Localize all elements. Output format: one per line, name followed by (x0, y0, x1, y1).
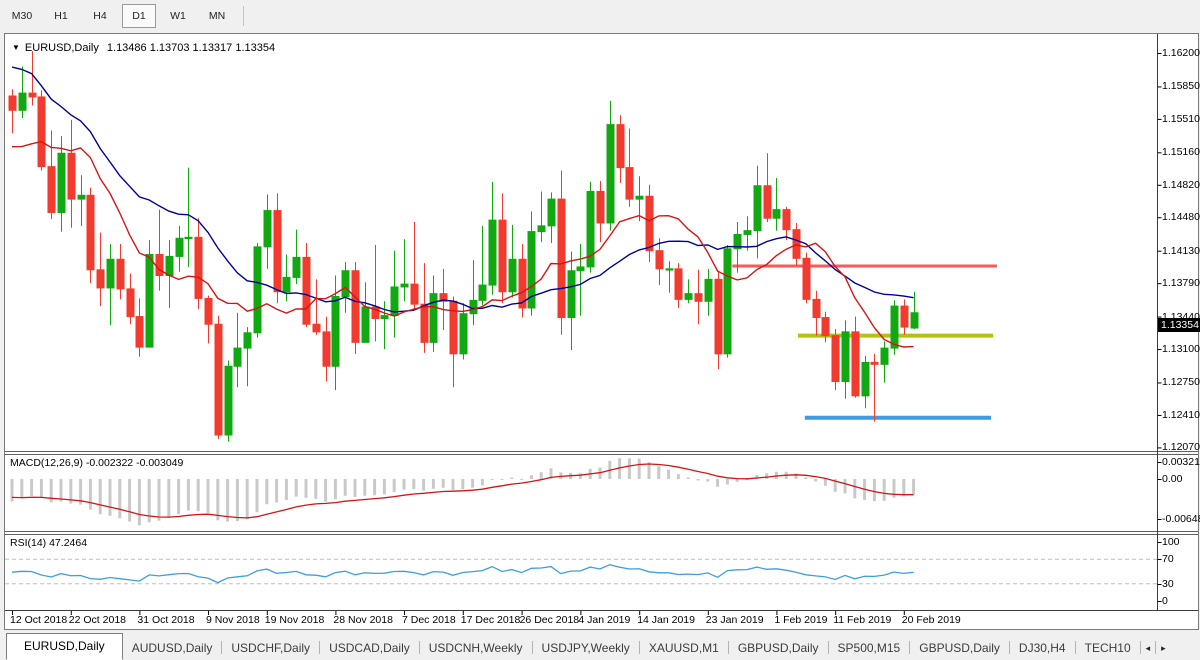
date-axis-label: 20 Feb 2019 (901, 614, 961, 626)
date-axis-label: 28 Nov 2018 (333, 614, 393, 626)
date-axis-label: 12 Oct 2018 (10, 614, 68, 626)
tab-separator (319, 641, 321, 654)
rsi-axis-label: 100 (1162, 536, 1180, 548)
chart-tab-bar: EURUSD,Daily AUDUSD,Daily USDCHF,Daily USDC… (0, 632, 1200, 660)
current-price-tag: 1.13354 (1158, 318, 1200, 332)
macd-axis-label: 0.003216 (1162, 456, 1200, 468)
price-axis-label: 1.12070 (1162, 441, 1200, 454)
chart-tab-xauusd-m1[interactable]: XAUUSD,M1 (648, 641, 719, 655)
price-axis-label: 1.14130 (1162, 244, 1200, 257)
chart-ohlc-values: 1.13486 1.13703 1.13317 1.13354 (106, 42, 276, 54)
date-axis-label: 9 Nov 2018 (206, 614, 260, 626)
price-axis-label: 1.13790 (1162, 277, 1200, 290)
chart-tab-usdchf-daily[interactable]: USDCHF,Daily (231, 641, 311, 655)
macd-indicator-label: MACD(12,26,9) -0.002322 -0.003049 (10, 457, 184, 469)
tab-separator (727, 641, 729, 654)
tab-separator (531, 641, 533, 654)
chart-canvas[interactable] (5, 34, 1199, 630)
price-axis-label: 1.12750 (1162, 376, 1200, 389)
price-axis-label: 1.12410 (1162, 408, 1200, 421)
date-axis-label: 19 Nov 2018 (264, 614, 325, 626)
timeframe-button-m30[interactable]: M30 (11, 9, 33, 22)
date-axis-label: 4 Jan 2019 (578, 614, 631, 626)
tab-separator (909, 641, 911, 654)
price-axis-label: 1.16200 (1162, 47, 1200, 59)
price-axis-label: 1.13100 (1162, 343, 1200, 356)
timeframe-button-mn[interactable]: MN (208, 9, 226, 22)
chart-tab-usdcnh-weekly[interactable]: USDCNH,Weekly (428, 641, 523, 655)
tab-separator (827, 641, 829, 654)
price-axis-label: 1.15850 (1162, 80, 1200, 93)
date-axis-label: 17 Dec 2018 (460, 614, 521, 626)
price-axis-label: 1.14820 (1162, 178, 1200, 191)
macd-axis-label: 0.00 (1162, 473, 1183, 485)
timeframe-button-w1[interactable]: W1 (170, 9, 186, 22)
chart-title: ▼ EURUSD,Daily 1.13486 1.13703 1.13317 1.1… (12, 42, 275, 54)
chart-tab-tech10[interactable]: TECH10 (1084, 641, 1131, 655)
tab-separator (638, 641, 640, 654)
chart-tab-dj30-h4[interactable]: DJ30,H4 (1018, 641, 1066, 655)
timeframe-button-h1[interactable]: H1 (54, 9, 68, 22)
tab-separator (1008, 641, 1010, 654)
rsi-axis-label: 70 (1162, 553, 1174, 565)
chart-tab-gbpusd-daily[interactable]: GBPUSD,Daily (919, 641, 1000, 655)
timeframe-button-d1[interactable]: D1 (122, 3, 156, 28)
rsi-indicator-label: RSI(14) 47.2464 (10, 537, 88, 549)
chart-tab-usdcad-daily[interactable]: USDCAD,Daily (329, 641, 410, 655)
chart-tab-sp500-m15[interactable]: SP500,M15 (837, 641, 901, 655)
chart-tab-gbpusd-daily[interactable]: GBPUSD,Daily (737, 641, 819, 655)
date-axis-label: 26 Dec 2018 (519, 614, 580, 626)
macd-axis-label: -0.006485 (1162, 513, 1200, 525)
tab-scroll-right-icon[interactable]: ▸ (1161, 643, 1166, 653)
toolbar-divider (243, 5, 244, 26)
date-axis-label: 31 Oct 2018 (137, 614, 195, 626)
price-axis-label: 1.15160 (1162, 146, 1200, 159)
chart-tab-usdjpy-weekly[interactable]: USDJPY,Weekly (541, 641, 630, 655)
chart-collapse-icon[interactable]: ▼ (12, 43, 20, 52)
date-axis-label: 11 Feb 2019 (833, 614, 892, 626)
rsi-axis-label: 30 (1162, 578, 1174, 590)
chart-tab-audusd-daily[interactable]: AUDUSD,Daily (131, 641, 213, 655)
date-axis-label: 22 Oct 2018 (68, 614, 127, 626)
tab-separator (1074, 641, 1076, 654)
tab-separator (1139, 641, 1141, 654)
tab-scroll-left-icon[interactable]: ◂ (1145, 643, 1151, 653)
tab-separator (221, 641, 223, 654)
date-axis-label: 23 Jan 2019 (705, 614, 764, 626)
tab-separator (1155, 641, 1157, 654)
chart-tab-eurusd-daily[interactable]: EURUSD,Daily (6, 633, 123, 660)
rsi-axis-label: 0 (1162, 595, 1168, 607)
timeframe-toolbar: M30 H1 H4 D1 W1 MN (0, 0, 1200, 31)
price-axis-label: 1.15510 (1162, 112, 1200, 125)
tab-separator (418, 641, 420, 654)
date-axis-label: 1 Feb 2019 (774, 614, 828, 626)
timeframe-button-h4[interactable]: H4 (93, 9, 107, 22)
chart-symbol-label: EURUSD,Daily (24, 42, 99, 54)
date-axis-label: 14 Jan 2019 (637, 614, 695, 626)
date-axis-label: 7 Dec 2018 (402, 614, 456, 626)
price-axis-label: 1.14480 (1162, 211, 1200, 224)
